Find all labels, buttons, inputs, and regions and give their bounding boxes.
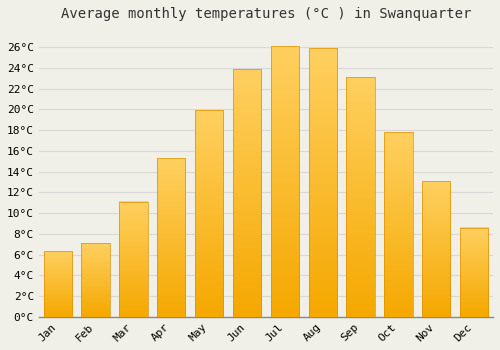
Bar xyxy=(82,243,110,317)
Bar xyxy=(233,69,261,317)
Bar xyxy=(422,181,450,317)
Bar xyxy=(119,202,148,317)
Bar xyxy=(346,77,375,317)
Bar xyxy=(157,158,186,317)
Bar xyxy=(195,110,224,317)
Bar xyxy=(308,48,337,317)
Bar xyxy=(44,251,72,317)
Bar xyxy=(460,228,488,317)
Title: Average monthly temperatures (°C ) in Swanquarter: Average monthly temperatures (°C ) in Sw… xyxy=(60,7,471,21)
Bar xyxy=(270,46,299,317)
Bar xyxy=(384,132,412,317)
